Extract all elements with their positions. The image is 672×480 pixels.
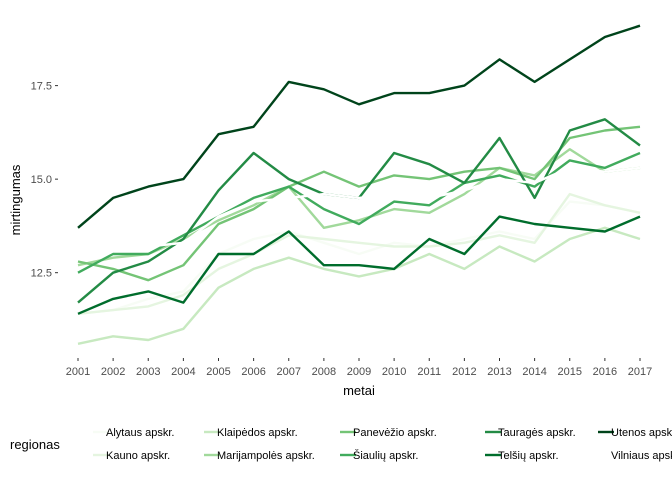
y-axis-title: mirtingumas <box>8 164 23 235</box>
legend-label: Telšių apskr. <box>498 450 559 462</box>
series-line-9 <box>77 24 641 229</box>
x-tick-label: 2017 <box>628 366 652 378</box>
x-tick-label: 2007 <box>277 366 301 378</box>
x-tick-label: 2015 <box>558 366 582 378</box>
y-tick-label: 15.0 <box>31 174 52 186</box>
x-tick-label: 2012 <box>452 366 476 378</box>
series-line-10 <box>77 166 641 256</box>
legend-label: Alytaus apskr. <box>106 427 174 439</box>
x-tick-label: 2004 <box>171 366 195 378</box>
legend-label: Klaipėdos apskr. <box>217 427 298 439</box>
legend-label: Panevėžio apskr. <box>353 427 437 439</box>
legend-label: Šiaulių apskr. <box>353 449 418 462</box>
x-tick-label: 2010 <box>382 366 406 378</box>
y-tick-label: 17.5 <box>31 81 52 93</box>
legend: regionas Alytaus apskr. Kauno apskr. Klaip… <box>10 427 672 462</box>
x-tick-label: 2013 <box>487 366 511 378</box>
series-line-8 <box>77 215 641 315</box>
legend-title: regionas <box>10 437 60 452</box>
series-line-5 <box>77 125 641 282</box>
legend-label: Vilniaus apskr. <box>611 450 672 462</box>
x-tick-label: 2014 <box>522 366 546 378</box>
legend-label: Marijampolės apskr. <box>217 450 315 462</box>
axes: 2001 2002 2003 2004 2005 2006 2007 2008 2009 2010… <box>31 81 653 378</box>
y-tick-label: 12.5 <box>31 268 52 280</box>
x-tick-label: 2008 <box>312 366 336 378</box>
legend-label: Utenos apskr. <box>611 427 672 439</box>
x-tick-label: 2009 <box>347 366 371 378</box>
x-tick-label: 2006 <box>241 366 265 378</box>
plot-area <box>77 24 641 345</box>
x-tick-label: 2002 <box>101 366 125 378</box>
x-tick-label: 2011 <box>417 366 441 378</box>
x-tick-label: 2016 <box>593 366 617 378</box>
x-tick-label: 2003 <box>136 366 160 378</box>
legend-label: Kauno apskr. <box>106 450 170 462</box>
series-line-3 <box>77 226 641 345</box>
x-tick-label: 2001 <box>66 366 90 378</box>
x-axis-title: metai <box>343 383 375 398</box>
x-tick-label: 2005 <box>206 366 230 378</box>
legend-label: Tauragės apskr. <box>498 427 576 439</box>
